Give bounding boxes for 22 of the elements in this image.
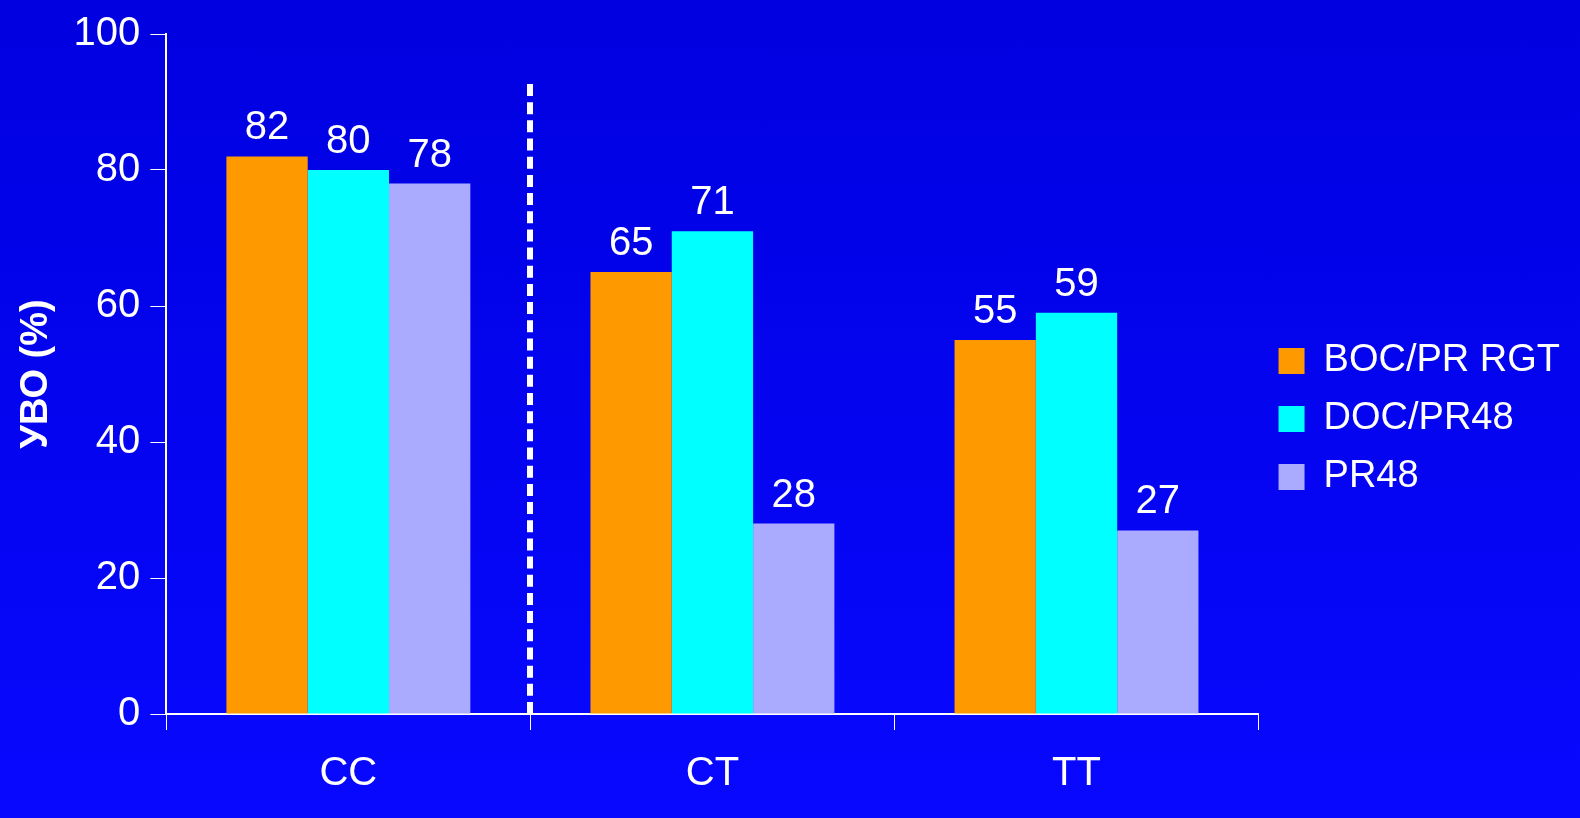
data-label: 80 bbox=[326, 117, 371, 162]
data-label: 27 bbox=[1135, 477, 1181, 522]
y-tick-label: 100 bbox=[73, 9, 141, 54]
y-tick-label: 80 bbox=[95, 145, 141, 190]
legend-label: PR48 bbox=[1323, 453, 1419, 496]
legend-label: BOC/PR RGT bbox=[1323, 337, 1561, 380]
data-label: 78 bbox=[407, 130, 452, 175]
x-tick-label: TT bbox=[1052, 749, 1101, 794]
y-axis-title: УВО (%) bbox=[13, 299, 56, 449]
data-label: 28 bbox=[771, 470, 816, 515]
y-tick-label: 0 bbox=[118, 689, 141, 734]
data-label: 55 bbox=[972, 287, 1018, 332]
y-tick-label: 60 bbox=[95, 281, 141, 326]
x-tick-label: CC bbox=[319, 749, 378, 794]
data-label: 82 bbox=[244, 103, 290, 148]
y-tick-label: 40 bbox=[95, 417, 141, 462]
legend-label: DOC/PR48 bbox=[1323, 395, 1514, 438]
x-tick-label: CT bbox=[685, 749, 740, 794]
data-label: 59 bbox=[1054, 259, 1099, 304]
data-label: 65 bbox=[608, 219, 654, 264]
y-tick-label: 20 bbox=[95, 553, 141, 598]
data-label: 71 bbox=[690, 178, 735, 223]
